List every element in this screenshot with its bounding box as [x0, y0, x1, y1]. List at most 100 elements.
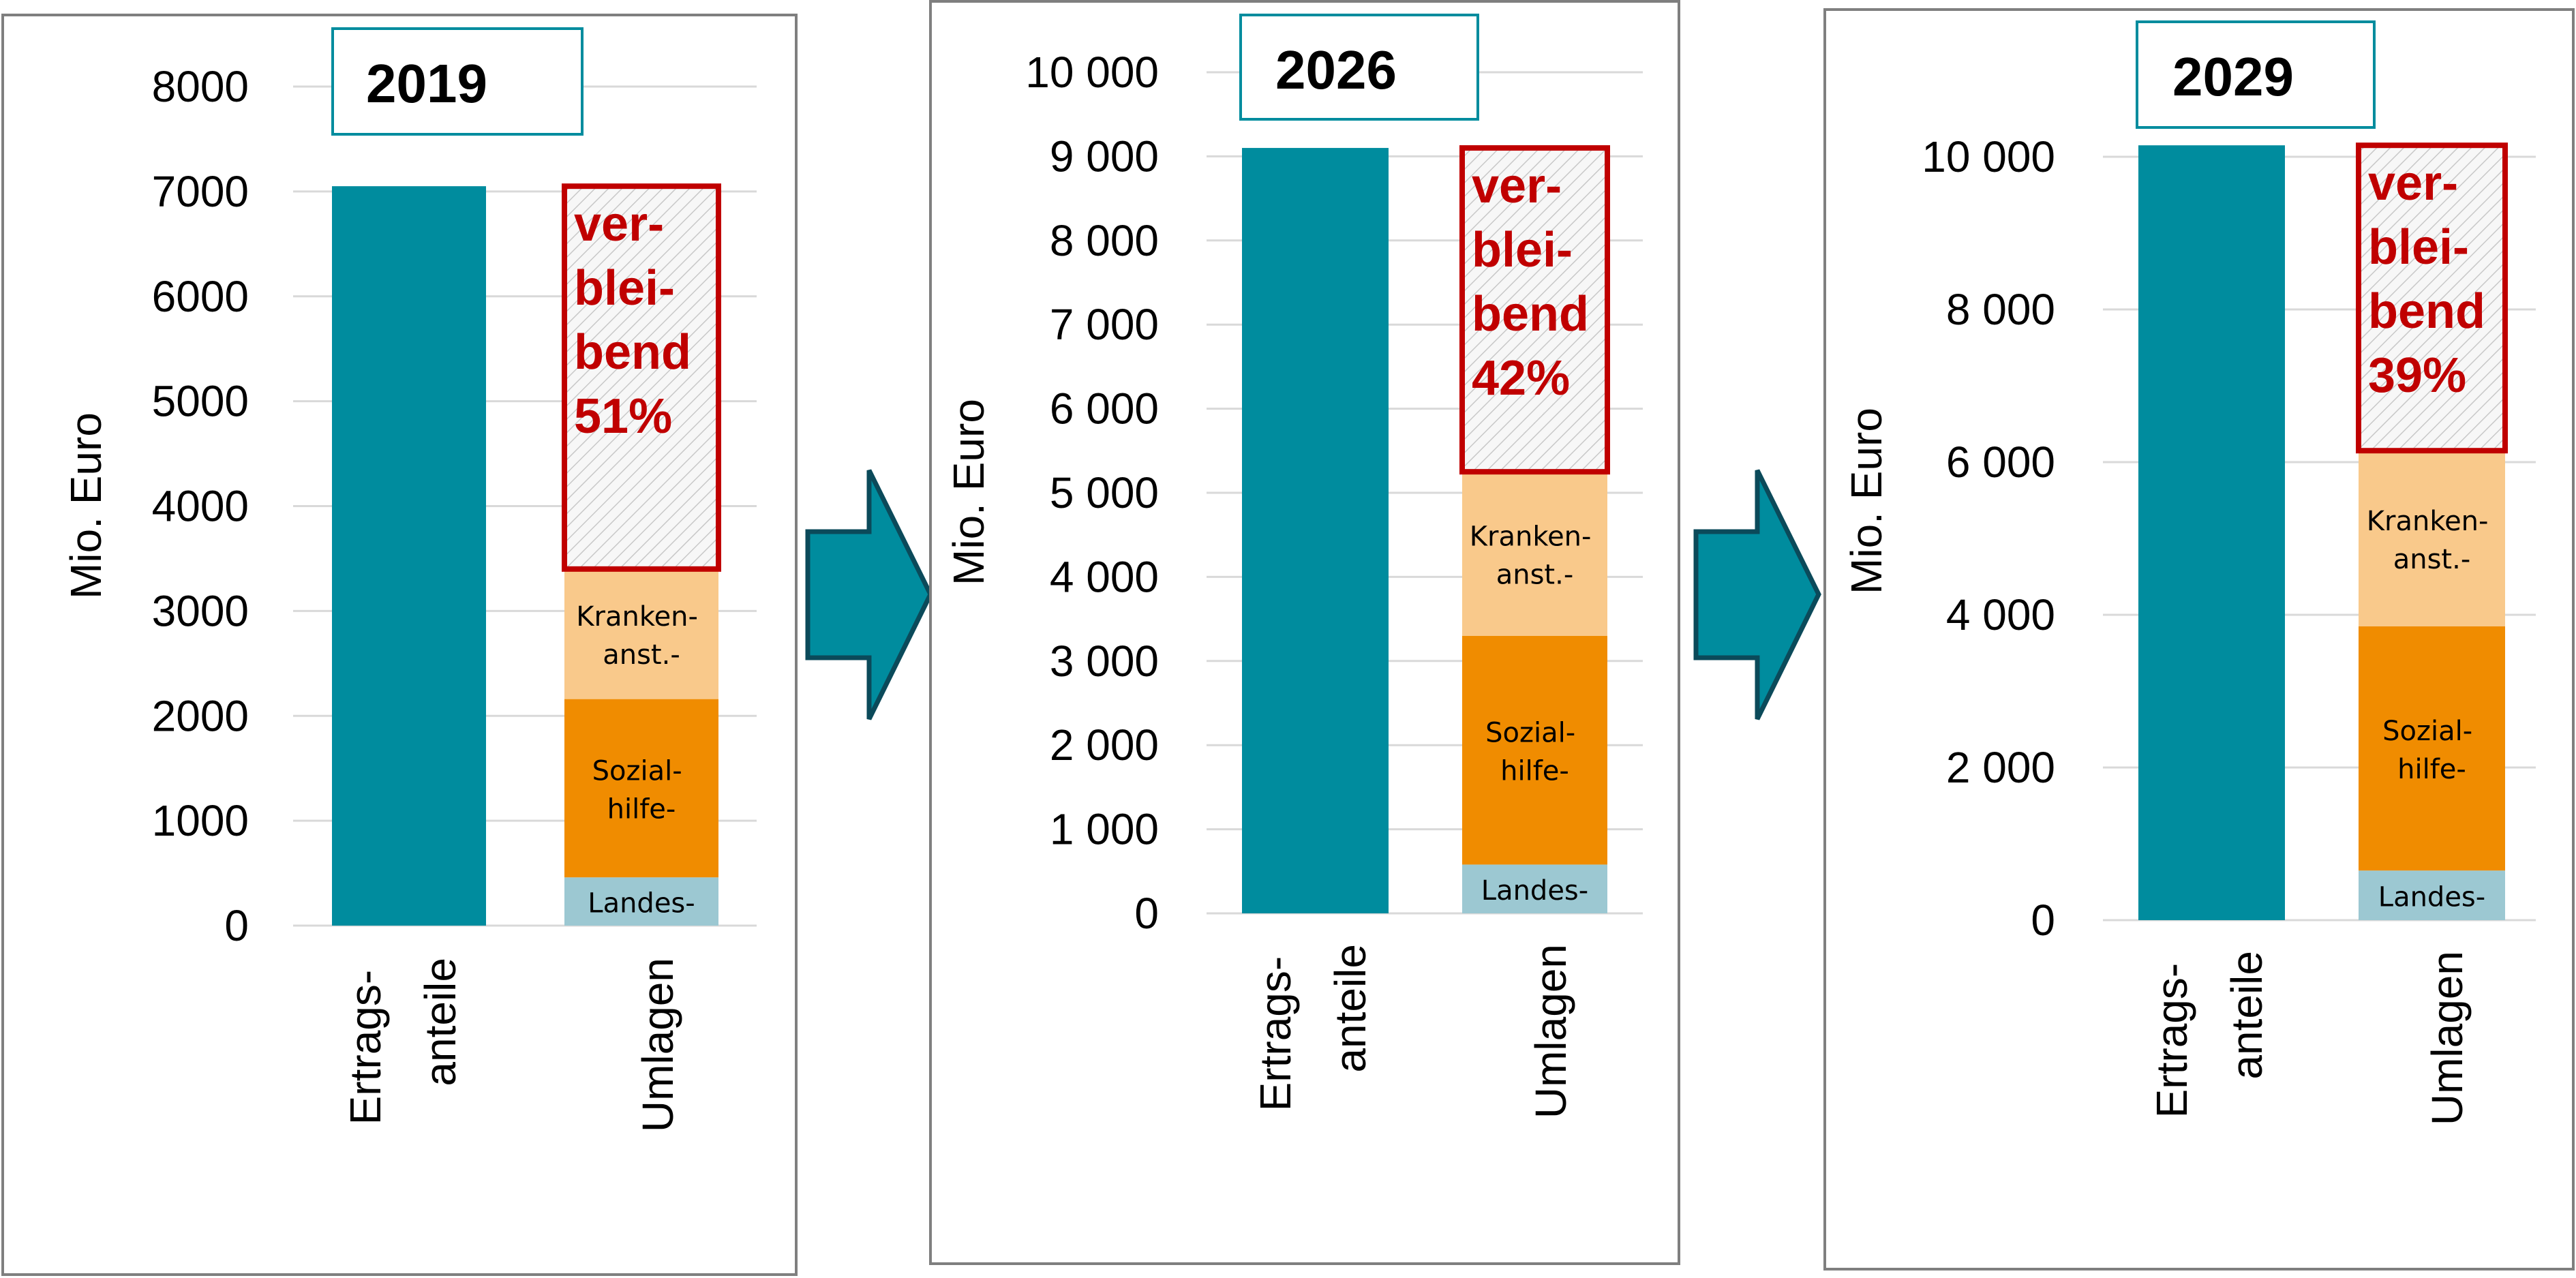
segment-label-line: hilfe-	[2397, 754, 2466, 785]
year-box	[2136, 20, 2376, 129]
bar-segment-remaining	[2356, 142, 2508, 454]
y-tick-label: 6 000	[1050, 384, 1159, 433]
year-box	[331, 27, 584, 136]
category-label-umlagen: Umlagen	[1526, 944, 1575, 1119]
y-tick-label: 8 000	[1946, 285, 2055, 334]
y-tick-label: 0	[224, 901, 249, 950]
y-tick-label: 4 000	[1050, 552, 1159, 601]
segment-label-line: hilfe-	[607, 793, 676, 825]
bar-ertragsanteile	[1242, 148, 1389, 913]
segment-label-krankenanstalten: Kranken- anst.-	[1470, 521, 1600, 590]
category-label-line: Ertrags-	[1251, 956, 1300, 1112]
year-box	[1239, 14, 1479, 121]
remaining-label-line: ver-	[574, 197, 664, 252]
category-label-umlagen: Umlagen	[2423, 951, 2472, 1125]
arrow-right-icon	[1693, 469, 1821, 720]
y-tick-label: 4000	[152, 482, 249, 531]
remaining-label-line: 42%	[1472, 351, 1570, 406]
remaining-label-line: bend	[2368, 284, 2485, 339]
y-axis-ticks: 0 2 000 4 000 6 000 8 000 10 000	[1922, 132, 2055, 945]
y-tick-label: 6 000	[1946, 438, 2055, 487]
y-tick-label: 1000	[152, 796, 249, 845]
y-axis-label: Mio. Euro	[61, 412, 110, 599]
segment-label-landes: Landes-	[1481, 875, 1588, 907]
bar-segment-krankenanstalten	[564, 568, 718, 699]
y-tick-label: 6000	[152, 272, 249, 321]
category-label-ertragsanteile: Ertrags- anteile	[341, 958, 465, 1125]
bar-segment-sozialhilfe	[1462, 635, 1607, 865]
segment-label-line: Kranken-	[576, 601, 698, 633]
y-tick-label: 1 000	[1050, 805, 1159, 854]
category-label-line: Umlagen	[1526, 944, 1575, 1119]
category-label-ertragsanteile: Ertrags- anteile	[2147, 951, 2271, 1118]
y-tick-label: 3000	[152, 586, 249, 635]
remaining-label-line: blei-	[2368, 220, 2469, 275]
bar-segment-remaining	[562, 183, 721, 572]
remaining-label-line: ver-	[1472, 159, 1562, 213]
y-tick-label: 2 000	[1946, 743, 2055, 792]
segment-label-line: Kranken-	[2367, 506, 2489, 537]
category-label-ertragsanteile: Ertrags- anteile	[1251, 944, 1375, 1111]
y-tick-label: 9 000	[1050, 132, 1159, 181]
remaining-label-line: ver-	[2368, 156, 2458, 211]
remaining-label: ver- blei- bend 42%	[1472, 159, 1603, 406]
y-tick-label: 10 000	[1025, 48, 1159, 97]
year-label: 2029	[2172, 46, 2294, 107]
chart-panel-2029: 0 2 000 4 000 6 000 8 000 10 000 Mio. Euro 20…	[1823, 8, 2575, 1271]
segment-label-line: hilfe-	[1500, 756, 1569, 787]
y-tick-label: 0	[1134, 889, 1159, 938]
y-tick-label: 7000	[152, 167, 249, 216]
segment-label-landes-text: Landes-	[588, 888, 695, 919]
year-label: 2026	[1275, 40, 1397, 100]
y-tick-label: 5 000	[1050, 468, 1159, 517]
segment-label-line: Sozial-	[1485, 718, 1575, 749]
y-axis-label: Mio. Euro	[1842, 408, 1891, 594]
category-label-line: Umlagen	[633, 958, 682, 1132]
remaining-label-line: bend	[574, 325, 691, 380]
bar-segment-sozialhilfe	[564, 699, 718, 878]
segment-label-landes: Landes-	[2378, 882, 2485, 913]
bar-segment-krankenanstalten	[1462, 472, 1607, 636]
category-label-line: Umlagen	[2423, 951, 2472, 1125]
category-label-line: Ertrags-	[341, 970, 390, 1125]
bar-segment-landes	[564, 877, 718, 926]
segment-label-landes-text: Landes-	[2378, 882, 2485, 913]
segment-label-krankenanstalten: Kranken- anst.-	[2367, 506, 2497, 575]
remaining-label: ver- blei- bend 51%	[574, 197, 705, 444]
bar-segment-landes	[2359, 870, 2505, 920]
remaining-label-line: bend	[1472, 287, 1589, 341]
bar-segment-krankenanstalten	[2359, 451, 2505, 626]
segment-label-line: Kranken-	[1470, 521, 1592, 552]
category-label-umlagen: Umlagen	[633, 958, 682, 1132]
segment-label-sozialhilfe: Sozial- hilfe-	[2382, 716, 2481, 785]
bar-ertragsanteile	[332, 186, 486, 926]
bar-ertragsanteile	[2138, 145, 2285, 921]
y-tick-label: 8 000	[1050, 216, 1159, 265]
segment-label-line: anst.-	[2393, 544, 2471, 575]
category-label-line: anteile	[1326, 944, 1375, 1073]
remaining-label-line: 51%	[574, 389, 672, 444]
bar-segment-landes	[1462, 864, 1607, 913]
chart-panel-2019: 0 1000 2000 3000 4000 5000 6000 7000 8000 Mio. E…	[1, 14, 798, 1276]
year-label: 2019	[366, 53, 487, 114]
segment-label-landes-text: Landes-	[1481, 875, 1588, 907]
segment-label-line: anst.-	[1496, 559, 1574, 590]
y-tick-label: 2000	[152, 691, 249, 740]
y-tick-label: 0	[2031, 896, 2055, 945]
remaining-label-line: blei-	[1472, 223, 1573, 277]
remaining-label-line: blei-	[574, 261, 675, 316]
bar-segment-sozialhilfe	[2359, 626, 2505, 871]
y-tick-label: 10 000	[1922, 132, 2055, 181]
remaining-label-line: 39%	[2368, 348, 2466, 403]
segment-label-krankenanstalten: Kranken- anst.-	[576, 601, 706, 671]
segment-label-landes: Landes-	[588, 888, 695, 919]
y-axis-ticks: 0 1 000 2 000 3 000 4 000 5 000 6 000 7 000 8 00…	[1025, 48, 1159, 938]
bar-segment-remaining	[1459, 145, 1610, 475]
category-label-line: anteile	[2222, 951, 2271, 1080]
y-axis-label: Mio. Euro	[944, 399, 993, 585]
category-label-line: anteile	[416, 958, 465, 1086]
remaining-label: ver- blei- bend 39%	[2368, 156, 2499, 403]
y-tick-label: 3 000	[1050, 637, 1159, 686]
category-label-line: Ertrags-	[2147, 963, 2196, 1119]
